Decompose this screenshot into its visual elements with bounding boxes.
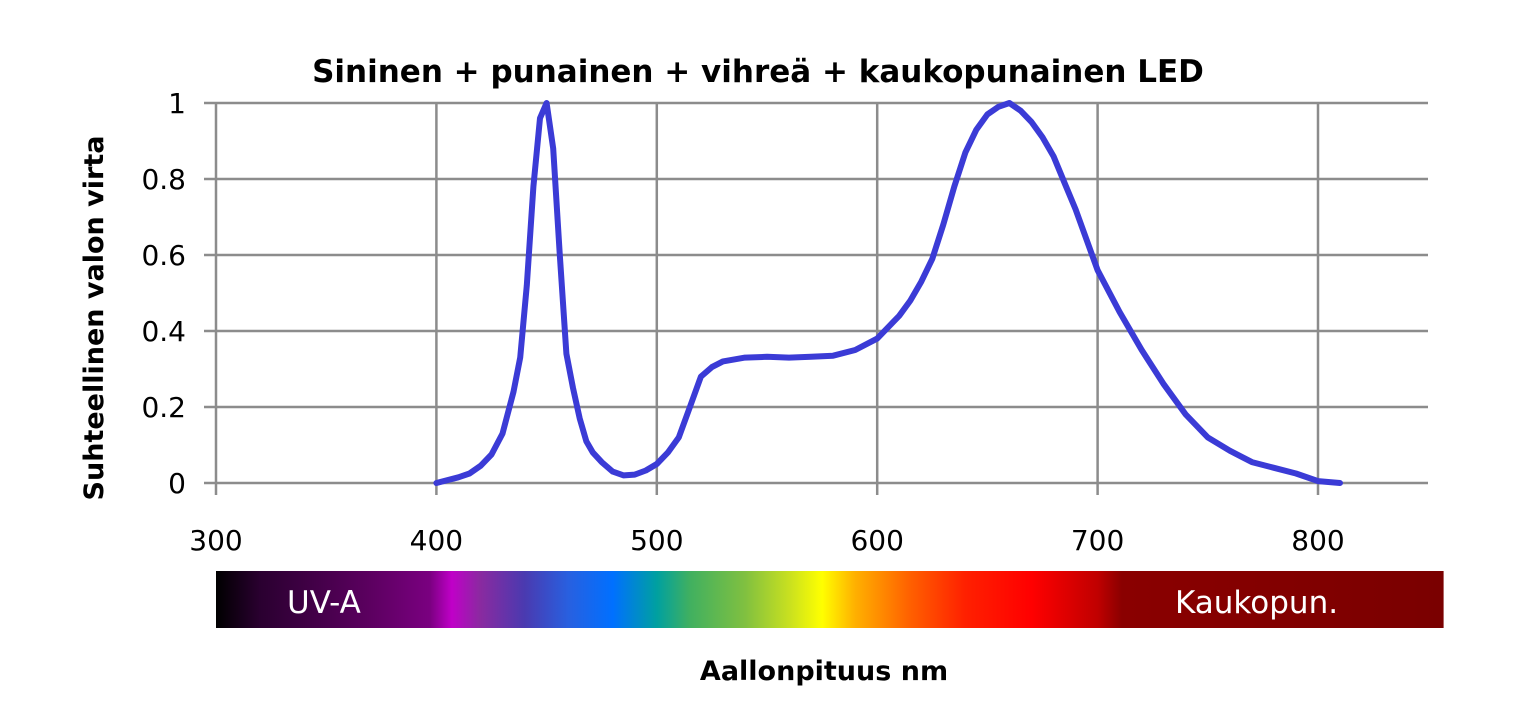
x-tick-label: 600 [850, 524, 903, 557]
y-tick-label: 1 [168, 87, 186, 120]
gridlines [204, 101, 1428, 495]
y-axis-ticks: 0 0.2 0.4 0.6 0.8 1 [141, 87, 186, 500]
chart-title: Sininen + punainen + vihreä + kaukopunai… [312, 54, 1204, 90]
x-axis-label: Aallonpituus nm [700, 656, 948, 687]
x-tick-label: 500 [630, 524, 683, 557]
series-layer [433, 100, 1343, 486]
y-axis-label: Suhteellinen valon virta [79, 136, 110, 501]
series-line-0 [433, 100, 1343, 486]
y-tick-label: 0.8 [141, 163, 186, 196]
y-tick-label: 0.4 [141, 315, 186, 348]
x-tick-label: 800 [1291, 524, 1344, 557]
x-tick-label: 700 [1071, 524, 1124, 557]
spectrum-band [216, 571, 1444, 628]
x-tick-label: 400 [410, 524, 463, 557]
y-tick-label: 0.6 [141, 239, 186, 272]
x-tick-label: 300 [189, 524, 242, 557]
far-red-label: Kaukopun. [1175, 585, 1338, 621]
y-tick-label: 0.2 [141, 391, 186, 424]
y-tick-label: 0 [168, 467, 186, 500]
uv-a-label: UV-A [287, 585, 361, 621]
x-axis-ticks: 300 400 500 600 700 800 [189, 524, 1344, 557]
